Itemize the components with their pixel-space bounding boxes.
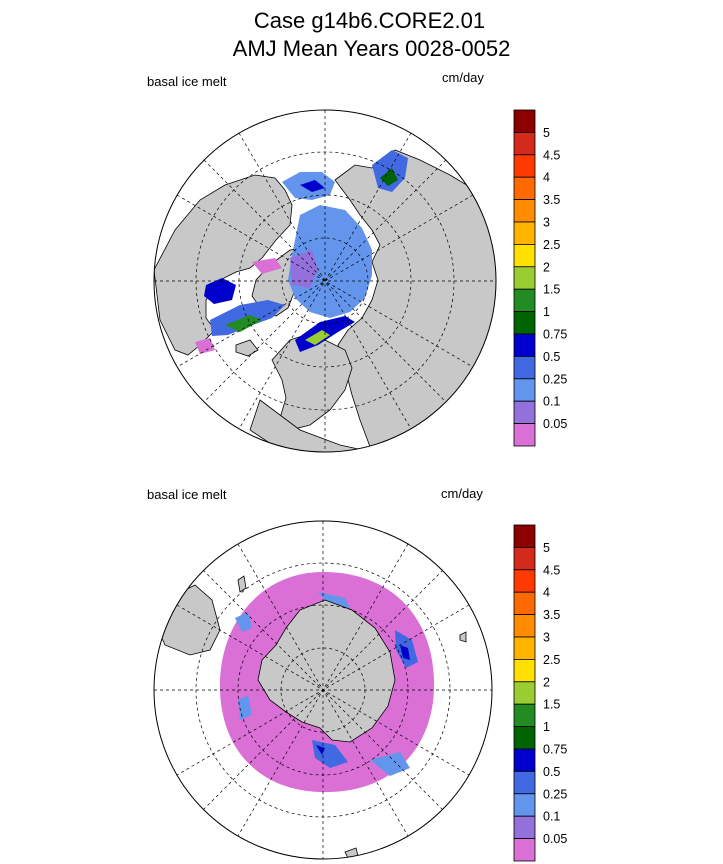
south-colorbar-swatch bbox=[513, 771, 536, 795]
north-land bbox=[154, 149, 496, 452]
south-colorbar-swatch bbox=[513, 569, 536, 593]
north-colorbar-tick-label: 1 bbox=[543, 305, 550, 319]
north-colorbar: 5 4.5 4 3.5 3 2.5 2 1.5 1 0.75 0.5 0.25 0.1 0.05 bbox=[513, 109, 567, 447]
south-colorbar-tick-label: 4.5 bbox=[543, 563, 560, 577]
north-colorbar-swatch bbox=[513, 176, 536, 200]
north-colorbar-tick-label: 5 bbox=[543, 126, 550, 140]
south-colorbar-swatch bbox=[513, 838, 536, 862]
south-colorbar-tick-label: 1 bbox=[543, 720, 550, 734]
north-colorbar-tick-label: 2 bbox=[543, 260, 550, 274]
title-line-1: Case g14b6.CORE2.01 bbox=[253, 8, 486, 33]
south-colorbar-tick-label: 1.5 bbox=[543, 698, 560, 712]
south-colorbar-swatch bbox=[513, 659, 536, 683]
north-colorbar-swatch bbox=[513, 199, 536, 223]
north-colorbar-tick-label: 0.05 bbox=[543, 417, 567, 431]
north-colorbar-swatch bbox=[513, 109, 536, 133]
south-colorbar-tick-label: 3.5 bbox=[543, 608, 560, 622]
south-colorbar-swatch bbox=[513, 793, 536, 817]
north-colorbar-swatch bbox=[513, 311, 536, 335]
south-colorbar: 5 4.5 4 3.5 3 2.5 2 1.5 1 0.75 0.5 0.25 0.1 0.05 bbox=[513, 524, 567, 862]
south-colorbar-tick-label: 0.1 bbox=[543, 810, 560, 824]
north-colorbar-swatch bbox=[513, 333, 536, 357]
north-colorbar-tick-label: 0.75 bbox=[543, 328, 567, 342]
north-map-boundary bbox=[153, 109, 497, 453]
south-colorbar-tick-label: 0.25 bbox=[543, 787, 567, 801]
north-colorbar-swatch bbox=[513, 355, 536, 380]
south-colorbar-tick-label: 3 bbox=[543, 631, 550, 645]
south-units-label: cm/day bbox=[441, 486, 483, 501]
north-colorbar-tick-label: 4 bbox=[543, 171, 550, 185]
north-variable-label: basal ice melt bbox=[147, 74, 227, 89]
north-polar-map bbox=[153, 109, 497, 453]
north-colorbar-tick-label: 0.5 bbox=[543, 350, 560, 364]
south-colorbar-tick-label: 5 bbox=[543, 541, 550, 555]
south-colorbar-swatch bbox=[513, 547, 536, 571]
south-colorbar-swatch bbox=[513, 524, 536, 548]
south-colorbar-swatch bbox=[513, 614, 536, 638]
north-colorbar-swatch bbox=[513, 131, 536, 156]
south-colorbar-swatch bbox=[513, 815, 536, 840]
north-colorbar-tick-label: 3 bbox=[543, 216, 550, 230]
north-colorbar-swatch bbox=[513, 154, 536, 178]
south-colorbar-tick-label: 2.5 bbox=[543, 653, 560, 667]
north-colorbar-swatch bbox=[513, 243, 536, 268]
south-colorbar-swatch bbox=[513, 681, 536, 705]
antarctica-land bbox=[257, 599, 396, 743]
south-colorbar-tick-label: 0.5 bbox=[543, 765, 560, 779]
north-units-label: cm/day bbox=[442, 70, 484, 85]
north-colorbar-tick-label: 2.5 bbox=[543, 238, 560, 252]
north-colorbar-swatch bbox=[513, 266, 536, 290]
south-colorbar-swatch bbox=[513, 726, 536, 750]
title-line-2: AMJ Mean Years 0028-0052 bbox=[232, 36, 511, 61]
north-colorbar-swatch bbox=[513, 288, 536, 313]
south-polar-map bbox=[153, 520, 493, 860]
north-melt-field bbox=[195, 150, 408, 354]
north-colorbar-swatch bbox=[513, 221, 536, 245]
south-colorbar-swatch bbox=[513, 591, 536, 616]
south-map-boundary bbox=[153, 520, 493, 860]
south-colorbar-tick-label: 0.75 bbox=[543, 743, 567, 757]
north-colorbar-swatch bbox=[513, 378, 536, 402]
north-graticule bbox=[154, 110, 496, 452]
south-colorbar-swatch bbox=[513, 703, 536, 728]
north-colorbar-tick-label: 0.1 bbox=[543, 395, 560, 409]
south-colorbar-swatch bbox=[513, 748, 536, 772]
south-colorbar-tick-label: 4 bbox=[543, 586, 550, 600]
north-colorbar-tick-label: 1.5 bbox=[543, 283, 560, 297]
south-variable-label: basal ice melt bbox=[147, 487, 227, 502]
north-colorbar-tick-label: 4.5 bbox=[543, 148, 560, 162]
south-colorbar-tick-label: 2 bbox=[543, 675, 550, 689]
south-graticule bbox=[154, 521, 492, 859]
south-colorbar-swatch bbox=[513, 636, 536, 660]
north-colorbar-tick-label: 0.25 bbox=[543, 372, 567, 386]
south-colorbar-tick-label: 0.05 bbox=[543, 832, 567, 846]
north-colorbar-tick-label: 3.5 bbox=[543, 193, 560, 207]
north-colorbar-swatch bbox=[513, 400, 536, 425]
north-colorbar-swatch bbox=[513, 423, 536, 447]
